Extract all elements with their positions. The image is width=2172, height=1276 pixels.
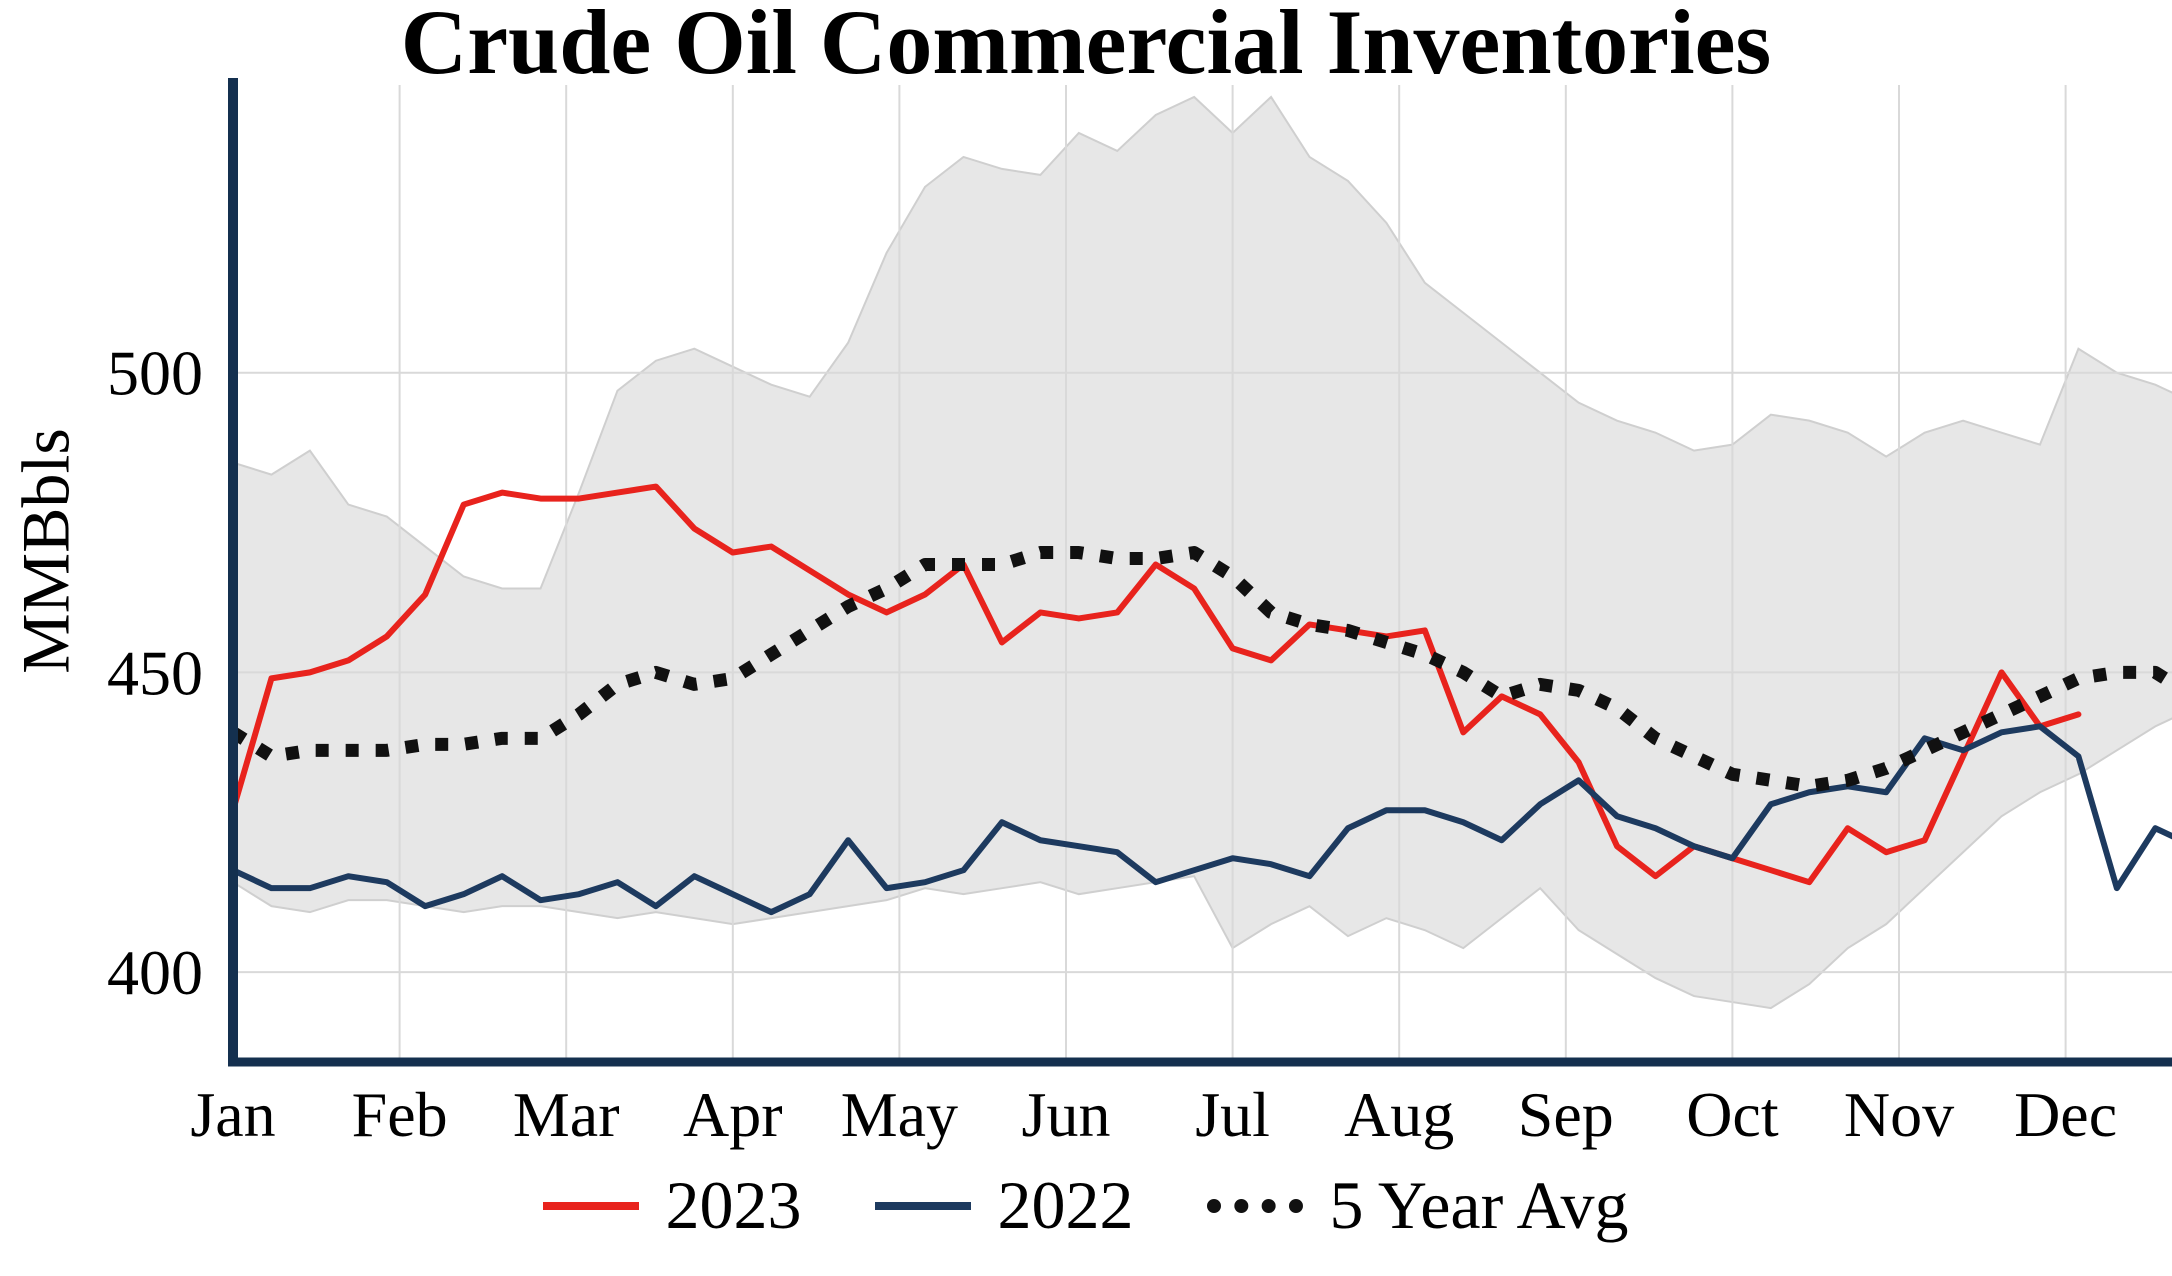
x-tick-label: Oct [1686, 1079, 1779, 1150]
legend-label-2022: 2022 [997, 1167, 1134, 1243]
series-line-5-year-avg [229, 546, 2172, 793]
y-tick-label: 450 [107, 637, 203, 708]
chart-title: Crude Oil Commercial Inventories [400, 0, 1772, 93]
x-tick-label: Apr [683, 1079, 783, 1150]
series-line-2022 [230, 723, 2172, 916]
x-tick-label: Jun [1022, 1079, 1111, 1150]
legend-item-2023: 2023 [543, 1166, 801, 1245]
x-tick-label: May [841, 1079, 958, 1150]
x-tick-label: Jan [190, 1079, 275, 1150]
legend-swatch-5-year-avg [1207, 1198, 1304, 1213]
x-tick-label: Mar [513, 1079, 620, 1150]
x-tick-label: Jul [1195, 1079, 1270, 1150]
x-tick-label: Nov [1844, 1079, 1954, 1150]
x-tick-label: Dec [2014, 1079, 2117, 1150]
x-tick-label: Aug [1344, 1079, 1454, 1150]
series-line-2023 [230, 483, 2082, 886]
legend-swatch-2022 [875, 1201, 972, 1210]
x-tick-label: Sep [1518, 1079, 1614, 1150]
legend-label-2023: 2023 [665, 1167, 802, 1243]
x-tick-label: Feb [352, 1079, 448, 1150]
legend-swatch-2023 [543, 1201, 640, 1210]
y-tick-label: 400 [107, 937, 203, 1008]
legend-item-5-year-avg: 5 Year Avg [1207, 1166, 1629, 1245]
legend-item-2022: 2022 [875, 1166, 1133, 1245]
chart-legend: 2023 2022 5 Year Avg [0, 1166, 2172, 1245]
legend-label-5-year-avg: 5 Year Avg [1329, 1167, 1629, 1243]
y-tick-label: 500 [107, 338, 203, 409]
